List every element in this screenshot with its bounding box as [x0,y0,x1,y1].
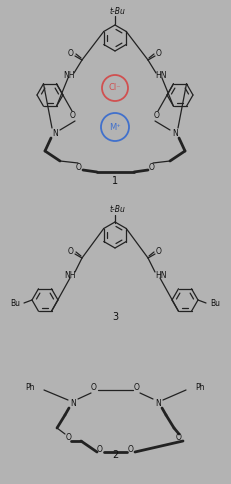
Text: M⁺: M⁺ [109,122,121,132]
Text: O: O [154,111,160,121]
Text: 1: 1 [112,176,118,186]
Text: N: N [52,128,58,137]
Text: O: O [149,164,155,172]
Text: NH: NH [63,72,75,80]
Text: O: O [97,445,103,454]
Text: O: O [156,246,162,256]
Text: 2: 2 [112,450,118,460]
Text: O: O [66,434,72,442]
Text: HN: HN [155,271,167,279]
Text: Cl⁻: Cl⁻ [109,84,121,92]
Text: HN: HN [155,72,167,80]
Text: Bu: Bu [210,299,220,307]
Text: Ph: Ph [195,383,204,393]
Text: O: O [156,48,162,58]
Text: N: N [70,398,76,408]
Text: N: N [172,128,178,137]
Text: Ph: Ph [25,383,35,393]
Text: Bu: Bu [10,299,20,307]
Text: NH: NH [64,271,76,279]
Text: O: O [68,246,74,256]
Text: O: O [134,383,140,393]
Text: O: O [68,48,74,58]
Text: N: N [155,398,161,408]
Text: O: O [176,434,182,442]
Text: O: O [128,445,134,454]
Text: O: O [91,383,97,393]
Text: t-Bu: t-Bu [109,6,125,15]
Text: O: O [76,164,82,172]
Text: O: O [70,111,76,121]
Text: 3: 3 [112,312,118,322]
Text: t-Bu: t-Bu [109,206,125,214]
